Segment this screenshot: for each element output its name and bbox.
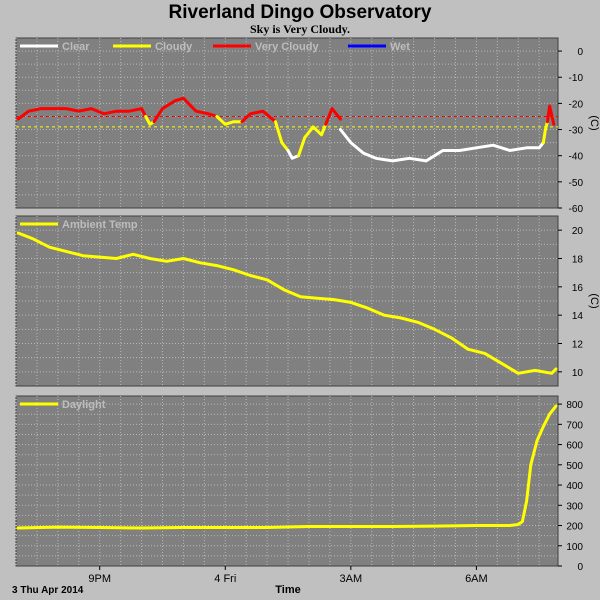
panel-daylight: 800 700 600 500 400 300 200 100 0 Daylight bbox=[15, 395, 583, 573]
chart-subtitle: Sky is Very Cloudy. bbox=[250, 22, 350, 36]
chart-title: Riverland Dingo Observatory bbox=[169, 2, 432, 23]
daylight-series-line-0 bbox=[16, 404, 558, 530]
sky-ytick-label: 0 bbox=[577, 47, 583, 58]
ambient-ytick-label: 12 bbox=[572, 340, 584, 351]
daylight-ytick-label: 300 bbox=[566, 501, 583, 512]
sky-series-line-3 bbox=[215, 115, 244, 126]
ambient-series-line-0 bbox=[16, 231, 558, 375]
daylight-ytick-label: 500 bbox=[566, 461, 583, 472]
sky-ytick-label: -50 bbox=[569, 178, 584, 189]
daylight-ytick-label: 600 bbox=[566, 441, 583, 452]
panel-sky: 0 -10 -20 -30 -40 -50 -60 (C) Clear Cloudy Very Cl… bbox=[15, 37, 600, 215]
daylight-ytick-label: 700 bbox=[566, 420, 583, 431]
x-tick-label: 6AM bbox=[465, 573, 488, 585]
daylight-ytick-label: 0 bbox=[577, 562, 583, 573]
sky-ytick-label: -40 bbox=[569, 152, 584, 163]
sky-series-line-2 bbox=[152, 96, 219, 124]
ambient-ytick-label: 14 bbox=[572, 311, 584, 322]
x-tick-label: 9PM bbox=[88, 573, 111, 585]
x-tick-label: 3AM bbox=[340, 573, 363, 585]
sky-plot-area bbox=[15, 37, 559, 209]
ambient-ytick-label: 10 bbox=[572, 368, 584, 379]
legend-label-cloudy: Cloudy bbox=[155, 41, 193, 53]
ambient-ytick-label: 20 bbox=[572, 226, 584, 237]
sky-series-line-11 bbox=[546, 104, 556, 126]
sky-series-line-9 bbox=[338, 128, 545, 163]
sky-series-line-8 bbox=[324, 107, 342, 126]
sky-ytick-label: -10 bbox=[569, 73, 584, 84]
daylight-ytick-label: 800 bbox=[566, 400, 583, 411]
sky-ytick-label: -30 bbox=[569, 126, 584, 137]
sky-series-line-5 bbox=[274, 120, 290, 152]
legend-label-ambient-temp: Ambient Temp bbox=[62, 219, 138, 231]
x-axis-ticks: 9PM 4 Fri 3AM 6AM bbox=[88, 566, 488, 585]
sky-series-line-7 bbox=[297, 122, 328, 158]
ambient-ytick-label: 18 bbox=[572, 255, 584, 266]
sky-series-line-6 bbox=[286, 149, 300, 160]
sky-ytick-label: -60 bbox=[569, 204, 584, 215]
ambient-ytick-label: 16 bbox=[572, 283, 584, 294]
daylight-ytick-label: 200 bbox=[566, 522, 583, 533]
date-label: 3 Thu Apr 2014 bbox=[12, 585, 84, 596]
sky-ytick-label: -20 bbox=[569, 99, 584, 110]
x-tick-label: 4 Fri bbox=[214, 573, 236, 585]
legend-label-wet: Wet bbox=[390, 41, 410, 53]
daylight-ytick-label: 400 bbox=[566, 481, 583, 492]
daylight-ytick-label: 100 bbox=[566, 542, 583, 553]
legend-label-clear: Clear bbox=[62, 41, 90, 53]
ambient-unit-label: (C) bbox=[588, 293, 600, 308]
legend-label-daylight: Daylight bbox=[62, 399, 106, 411]
sky-series-line-4 bbox=[240, 109, 277, 124]
panel-ambient: 20 18 16 14 12 10 (C) Ambient Temp bbox=[15, 215, 600, 387]
legend-label-very-cloudy: Very Cloudy bbox=[255, 41, 319, 53]
x-axis-label: Time bbox=[275, 584, 300, 596]
sky-series-line-0 bbox=[16, 107, 148, 121]
sky-series-line-10 bbox=[541, 120, 549, 145]
sky-unit-label: (C) bbox=[588, 115, 600, 130]
sky-series-line-1 bbox=[144, 115, 156, 126]
chart-panels: 0 -10 -20 -30 -40 -50 -60 (C) Clear Cloudy Very Cl… bbox=[15, 37, 600, 573]
